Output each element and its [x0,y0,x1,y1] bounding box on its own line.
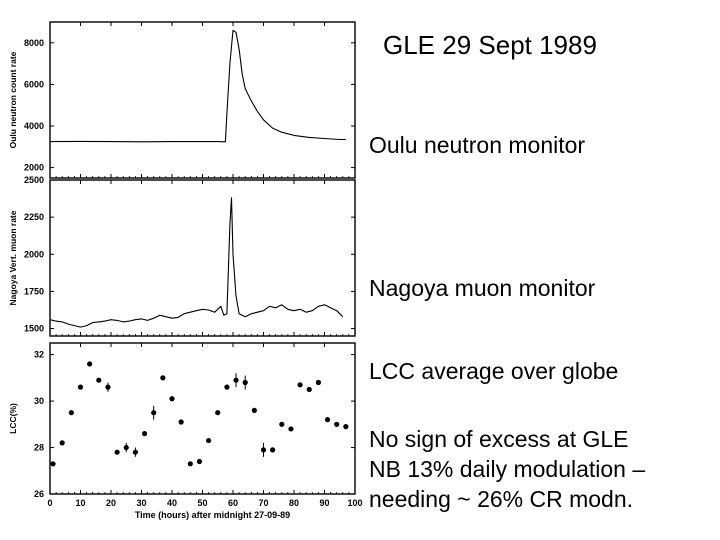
data-point [215,410,221,416]
notes-block: No sign of excess at GLE NB 13% daily mo… [369,424,645,514]
data-point [206,437,212,444]
chart-panel-2: 1500 1750 2000 2250 2500 Nagoya Vert. muon ra… [8,175,356,337]
x-tick-label: 40 [167,498,177,508]
data-point [334,421,340,427]
y-tick-label: 30 [34,396,44,406]
note-line: No sign of excess at GLE [369,426,629,452]
x-tick-label: 100 [347,498,362,508]
data-point [260,447,267,453]
y-tick-label: 2250 [24,212,44,222]
y-tick-label: 26 [34,489,44,499]
y-tick-label: 4000 [24,121,44,131]
data-point [59,440,65,446]
data-point [288,426,294,432]
data-point [242,379,248,386]
data-point [160,375,166,381]
data-point [187,461,193,467]
y-tick-label: 1750 [24,286,44,296]
y-tick-label: 28 [34,443,44,453]
y-tick-label: 32 [34,350,44,360]
data-point [178,419,184,425]
oulu-label: Oulu neutron monitor [369,132,586,158]
data-point [87,361,93,367]
data-point [233,377,239,383]
data-point [224,384,230,390]
y-tick-label: 2500 [24,175,44,185]
data-point [279,421,285,427]
y-tick-label: 1500 [24,324,44,334]
y-tick-label: 8000 [24,38,44,48]
chart-panel-3: 26 28 30 32 LCC(%) [8,342,356,499]
data-point [141,431,148,437]
data-point [151,410,157,416]
data-point [50,461,56,467]
plot-frame [49,179,356,337]
x-tick-label: 80 [289,498,299,508]
x-tick-label: 70 [258,498,268,508]
lcc-label: LCC average over globe [369,358,619,384]
data-point [169,396,175,402]
data-point [196,458,203,465]
y-axis-title: Nagoya Vert. muon rate [8,210,18,305]
data-point [114,449,120,455]
series-line [49,197,344,328]
data-point [315,379,321,386]
data-point [306,386,312,393]
y-tick-label: 2000 [24,163,44,173]
y-axis-title: Oulu neutron count rate [8,51,18,148]
x-tick-label: 0 [47,498,52,508]
series-line [49,29,346,143]
x-tick-label: 20 [106,498,116,508]
note-line: needing ~ 26% CR modn. [369,486,634,512]
nagoya-label: Nagoya muon monitor [369,275,596,301]
y-axis-title: LCC(%) [8,403,18,434]
x-tick-label: 50 [197,498,207,508]
data-point [324,417,331,423]
y-tick-label: 6000 [24,79,44,89]
data-point [270,447,276,453]
data-point [123,444,129,451]
data-point [105,384,111,390]
data-point [343,424,349,430]
data-point [251,407,257,413]
data-point [77,384,84,390]
x-tick-label: 10 [75,498,85,508]
plot-frame [49,342,356,495]
x-axis-title: Time (hours) after midnight 27-09-89 [135,510,290,520]
x-tick-label: 30 [136,498,146,508]
data-point [96,377,102,383]
data-point [68,410,74,416]
data-point [132,449,138,455]
chart-panel-1: 2000 4000 6000 8000 Oulu neutron count rate [8,21,356,179]
x-tick-label: 60 [228,498,238,508]
x-tick-label: 90 [319,498,329,508]
slide-title: GLE 29 Sept 1989 [383,30,597,60]
y-tick-label: 2000 [24,249,44,259]
plot-frame [49,21,356,179]
note-line: NB 13% daily modulation – [369,456,646,482]
data-point [297,382,303,388]
